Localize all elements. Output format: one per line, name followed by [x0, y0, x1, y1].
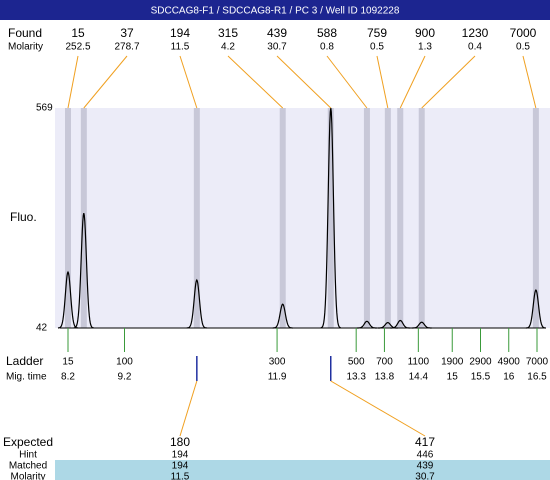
found-molarity: 4.2 — [221, 42, 235, 53]
peak-band — [327, 108, 334, 328]
row-label: Expected — [3, 435, 53, 449]
peak — [272, 303, 293, 329]
ladder-time: 15.5 — [471, 372, 491, 383]
peak — [186, 278, 207, 329]
peak-leader — [227, 55, 284, 109]
row-label: Hint — [19, 450, 37, 461]
table-matched: 439 — [417, 461, 434, 472]
ladder-size: 2900 — [469, 357, 492, 368]
row-label: Molarity — [10, 472, 45, 480]
peak-leader — [67, 55, 79, 109]
row-label: Matched — [9, 461, 47, 472]
found-size: 194 — [170, 26, 190, 40]
table-expected: 180 — [170, 435, 190, 449]
table-hint: 194 — [172, 450, 189, 461]
molarity-label: Molarity — [8, 42, 43, 53]
peak-band — [80, 108, 87, 328]
table-matched: 194 — [172, 461, 189, 472]
peak — [411, 321, 432, 329]
peak-leader — [326, 55, 368, 109]
found-size: 1230 — [462, 26, 489, 40]
peak-band — [532, 108, 539, 328]
found-size: 759 — [367, 26, 387, 40]
found-size: 315 — [218, 26, 238, 40]
peak — [73, 213, 94, 329]
ladder-size: 7000 — [526, 357, 549, 368]
ladder-size: 4900 — [498, 357, 521, 368]
ladder-time: 13.3 — [346, 372, 366, 383]
peak-leader — [399, 55, 426, 109]
found-size: 588 — [317, 26, 337, 40]
found-molarity: 0.4 — [468, 42, 482, 53]
table-hint: 446 — [417, 450, 434, 461]
peak — [320, 107, 342, 329]
peak — [525, 288, 546, 329]
peak-band — [418, 108, 425, 328]
found-molarity: 0.5 — [370, 42, 384, 53]
ladder-time: 16 — [503, 372, 515, 383]
expected-leader — [179, 380, 198, 437]
table-expected: 417 — [415, 435, 435, 449]
found-molarity: 0.5 — [516, 42, 530, 53]
ladder-time: 15 — [447, 372, 459, 383]
found-molarity: 252.5 — [65, 42, 90, 53]
found-molarity: 278.7 — [114, 42, 139, 53]
ladder-size: 15 — [62, 357, 74, 368]
ladder-size: 500 — [348, 357, 365, 368]
ladder-size: 1900 — [441, 357, 464, 368]
ladder-time: 13.8 — [375, 372, 395, 383]
peak-band — [193, 108, 200, 328]
peak-leader — [276, 55, 332, 109]
found-size: 900 — [415, 26, 435, 40]
ladder-time: 8.2 — [61, 372, 75, 383]
found-size: 15 — [71, 26, 85, 40]
peak — [356, 320, 377, 329]
ladder-size: 300 — [269, 357, 286, 368]
found-molarity: 11.5 — [171, 42, 190, 53]
ladder-size: 700 — [376, 357, 393, 368]
table-molarity: 30.7 — [415, 472, 435, 480]
y-tick-label: 42 — [36, 323, 48, 334]
expected-leader — [330, 380, 426, 437]
found-molarity: 0.8 — [320, 42, 334, 53]
ladder-time: 14.4 — [409, 372, 429, 383]
peak-leader — [421, 55, 476, 109]
y-label: Fluo. — [10, 210, 37, 224]
plot-area — [55, 108, 550, 328]
found-label: Found — [8, 26, 42, 40]
peak-band — [64, 108, 71, 328]
y-tick-label: 569 — [36, 103, 53, 114]
peak-leader — [83, 55, 128, 109]
found-size: 37 — [120, 26, 134, 40]
matched-band — [55, 460, 550, 480]
ladder-time: 16.5 — [527, 372, 547, 383]
ladder-label: Ladder — [6, 354, 43, 368]
found-size: 7000 — [510, 26, 537, 40]
found-molarity: 30.7 — [267, 42, 287, 53]
time-label: Mig. time — [6, 372, 47, 383]
title-bar — [0, 0, 550, 20]
found-size: 439 — [267, 26, 287, 40]
ladder-size: 100 — [116, 357, 133, 368]
title: SDCCAG8-F1 / SDCCAG8-R1 / PC 3 / Well ID… — [151, 6, 400, 17]
peak-band — [397, 108, 404, 328]
ladder-time: 11.9 — [268, 372, 287, 383]
found-molarity: 1.3 — [418, 42, 432, 53]
peak — [390, 319, 411, 329]
peak — [57, 270, 79, 329]
peak-leader — [179, 55, 198, 109]
peak-leader — [522, 55, 537, 109]
peak-band — [279, 108, 286, 328]
ladder-size: 1100 — [408, 357, 430, 368]
peak-band — [363, 108, 370, 328]
table-molarity: 11.5 — [171, 472, 190, 480]
ladder-time: 9.2 — [118, 372, 132, 383]
peak-leader — [376, 55, 389, 109]
peak-band — [384, 108, 391, 328]
